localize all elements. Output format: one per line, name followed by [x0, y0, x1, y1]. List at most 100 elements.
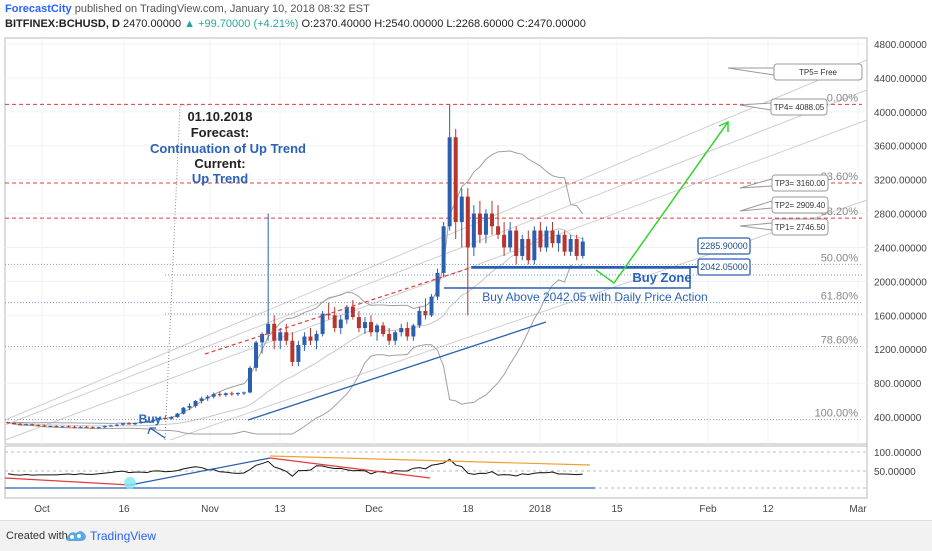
candle-body — [266, 323, 271, 334]
candle-body — [163, 417, 168, 419]
resistance-line — [204, 267, 471, 355]
symbol-label[interactable]: BITFINEX:BCHUSD, D — [5, 18, 120, 30]
tradingview-link[interactable]: TradingView — [90, 529, 157, 543]
footer: Created with TradingView — [0, 520, 932, 551]
candle-body — [248, 367, 252, 393]
buy-zone-label: Buy Zone — [632, 270, 691, 285]
candle-body — [429, 296, 434, 316]
target-label: TP5= Free — [799, 68, 838, 77]
target-callout — [773, 63, 863, 81]
candle-body — [18, 423, 23, 425]
candle-body — [417, 311, 422, 326]
target-callout — [771, 174, 829, 192]
price-tick-label: 400.00000 — [874, 413, 922, 424]
candle-body — [175, 413, 180, 418]
target-label: TP3= 3160.00 — [775, 179, 826, 188]
candle-body — [538, 230, 543, 248]
price-axis[interactable]: 4800.00000 4400.00000 4000.00000 3600.00000… — [874, 40, 927, 424]
callout-pointer — [739, 222, 773, 231]
price-chart[interactable]: 0.00% 23.60% 38.20% 50.00% 61.80% 78.60% 100.0… — [0, 0, 932, 520]
candle-body — [471, 213, 476, 248]
fibonacci-levels: 0.00% 23.60% 38.20% 50.00% 61.80% 78.60% 100.0… — [5, 92, 862, 421]
candle-body — [459, 196, 464, 223]
created-with-text: Created with — [6, 530, 68, 542]
candle-body — [350, 306, 355, 317]
price-tick-label: 800.00000 — [874, 379, 922, 390]
candle-body — [574, 239, 579, 256]
callout-pointer — [739, 102, 772, 111]
price-tick-label: 4000.00000 — [874, 108, 927, 119]
candle-body — [387, 333, 392, 341]
oscillator-trendline — [269, 457, 431, 479]
callout-pointer — [739, 200, 773, 212]
candle-body — [108, 425, 113, 427]
price-tick-label: 3600.00000 — [874, 142, 927, 153]
candles — [6, 104, 585, 429]
candle-body — [217, 394, 222, 396]
candle-body — [133, 422, 138, 425]
buy-above-label: Buy Above 2042.05 with Daily Price Actio… — [482, 290, 707, 304]
time-tick-label: 13 — [274, 504, 286, 515]
time-tick-label: Feb — [699, 504, 717, 515]
candle-body — [356, 317, 361, 329]
time-tick-label: Mar — [849, 504, 867, 515]
price-tick-label: 4800.00000 — [874, 40, 927, 51]
target-callout — [771, 218, 829, 236]
candle-body — [332, 315, 337, 329]
candle-body — [120, 423, 125, 425]
upper-band — [7, 150, 584, 424]
candle-body — [12, 422, 17, 424]
candle-body — [338, 319, 343, 329]
buy-label: Buy — [139, 412, 162, 426]
candle-body — [48, 425, 53, 427]
author-link[interactable]: ForecastCity — [5, 3, 72, 15]
fib-label: 38.20% — [821, 206, 859, 218]
last-price: 2470.00000 — [122, 18, 182, 30]
time-axis[interactable]: Oct 16 Nov 13 Dec 18 2018 15 Feb 12 Mar — [34, 504, 867, 515]
candle-body — [254, 342, 259, 368]
fib-label: 100.00% — [815, 408, 859, 420]
candle-body — [151, 419, 156, 422]
time-tick-label: 2018 — [529, 504, 552, 515]
candle-body — [199, 398, 204, 401]
up-arrow-icon: ▲ — [184, 18, 196, 30]
target-label: TP4= 4088.05 — [774, 103, 825, 112]
candle-body — [344, 306, 349, 320]
candle-body — [405, 328, 410, 337]
candle-body — [441, 226, 446, 273]
fib-label: 23.60% — [821, 171, 859, 183]
oscillator-signal-marker — [124, 477, 136, 489]
price-tick-label: 2400.00000 — [874, 243, 927, 254]
middle-band — [7, 228, 583, 427]
published-text: published on TradingView.com, January 10… — [74, 3, 370, 15]
price-tick-label: 4400.00000 — [874, 74, 927, 85]
candle-body — [139, 422, 144, 424]
candle-body — [580, 241, 585, 256]
candle-body — [411, 325, 416, 337]
candle-body — [544, 230, 549, 248]
candle-body — [181, 407, 186, 414]
candle-body — [550, 230, 555, 244]
oscillator-tick-label: 50.00000 — [874, 467, 916, 478]
oscillator-line — [7, 458, 583, 477]
candle-body — [6, 422, 10, 424]
fib-label: 50.00% — [821, 252, 859, 264]
target-callout — [770, 98, 828, 116]
candle-body — [362, 322, 367, 329]
lower-band — [7, 263, 584, 435]
candle-body — [36, 425, 41, 427]
oscillator: 100.00000 50.00000 — [4, 448, 922, 489]
forecast-text: Continuation of Up Trend — [150, 141, 306, 156]
time-tick-label: 16 — [118, 504, 130, 515]
candle-body — [568, 239, 573, 252]
candle-body — [435, 272, 440, 297]
candle-body — [60, 426, 65, 428]
channel-line — [4, 59, 868, 421]
zone-price-label: 2042.05000 — [700, 262, 748, 272]
candle-body — [157, 417, 162, 420]
candle-body — [272, 323, 277, 341]
time-tick-label: 12 — [762, 504, 774, 515]
current-label: Current: — [194, 156, 245, 171]
oscillator-trendline — [129, 457, 271, 486]
candle-body — [423, 311, 428, 316]
